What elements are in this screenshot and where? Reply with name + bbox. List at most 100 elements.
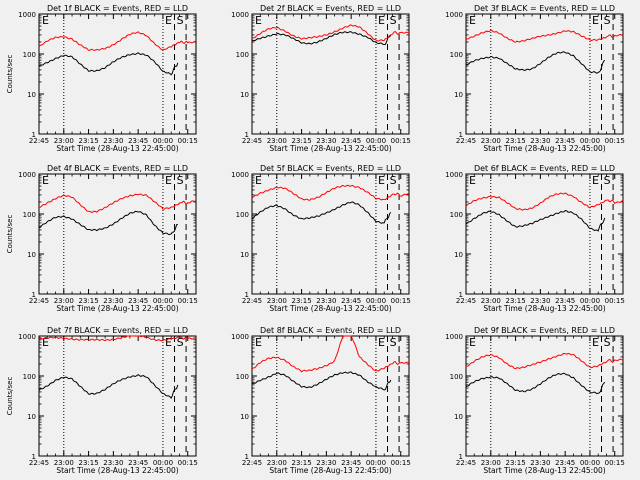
- chart-title: Det 5f BLACK = Events, RED = LLD: [260, 164, 401, 173]
- y-tick-label: 100: [236, 211, 249, 219]
- marker-label: E: [592, 14, 599, 27]
- marker-label: E: [469, 14, 476, 27]
- series-events: [251, 31, 392, 46]
- x-axis-label: Start Time (28-Aug-13 22:45:00): [483, 304, 605, 313]
- x-tick-label: 00:00: [153, 297, 173, 305]
- x-tick-label: 22:45: [29, 297, 49, 305]
- marker-label: E: [165, 174, 172, 187]
- x-axis-label: Start Time (28-Aug-13 22:45:00): [269, 144, 391, 153]
- marker-label: S: [604, 174, 611, 187]
- series-lld: [39, 193, 197, 213]
- x-tick-label: 23:15: [78, 297, 98, 305]
- series-lld: [465, 29, 624, 43]
- y-axis-label: Counts/sec: [6, 55, 14, 94]
- marker-label: S: [177, 336, 184, 349]
- x-axis-label: Start Time (28-Aug-13 22:45:00): [56, 144, 178, 153]
- series-events: [38, 373, 179, 399]
- x-tick-label: 23:15: [505, 459, 525, 467]
- x-tick-label: 23:30: [530, 459, 550, 467]
- y-tick-label: 1: [32, 453, 36, 461]
- x-tick-label: 00:15: [391, 297, 411, 305]
- plot-frame: [38, 13, 197, 135]
- x-tick-label: 23:45: [128, 459, 148, 467]
- series-lld: [465, 352, 624, 370]
- series-events: [38, 52, 179, 76]
- chart-title: Det 2f BLACK = Events, RED = LLD: [260, 4, 401, 13]
- series-events: [465, 210, 606, 232]
- x-tick-label: 23:15: [505, 137, 525, 145]
- marker-label: E: [378, 174, 385, 187]
- y-tick-label: 100: [450, 51, 463, 59]
- marker-label: E: [469, 336, 476, 349]
- y-tick-label: 100: [236, 373, 249, 381]
- series-events: [465, 372, 606, 395]
- y-tick-label: 10: [454, 91, 463, 99]
- marker-label: E: [165, 336, 172, 349]
- x-tick-label: 22:45: [29, 137, 49, 145]
- chart-panel-5: Det 5f BLACK = Events, RED = LLD 1 10 100 10…: [231, 164, 411, 313]
- marker-label: E: [255, 14, 262, 27]
- x-tick-label: 23:45: [555, 459, 575, 467]
- x-tick-label: 00:00: [580, 459, 600, 467]
- y-tick-label: 10: [240, 91, 249, 99]
- marker-label: E: [42, 14, 49, 27]
- marker-label: S: [390, 174, 397, 187]
- y-tick-label: 1000: [18, 171, 36, 179]
- y-tick-label: 10: [454, 251, 463, 259]
- x-tick-label: 23:15: [291, 459, 311, 467]
- chart-title: Det 1f BLACK = Events, RED = LLD: [47, 4, 188, 13]
- plot-frame: [251, 335, 410, 457]
- chart-title: Det 7f BLACK = Events, RED = LLD: [47, 326, 188, 335]
- y-tick-label: 10: [27, 413, 36, 421]
- x-tick-label: 23:15: [505, 297, 525, 305]
- series-lld: [465, 192, 624, 211]
- x-tick-label: 00:15: [605, 297, 625, 305]
- x-tick-label: 00:00: [366, 297, 386, 305]
- x-axis-label: Start Time (28-Aug-13 22:45:00): [56, 466, 178, 475]
- marker-label: E: [255, 336, 262, 349]
- marker-label: S: [177, 14, 184, 27]
- plot-frame: [465, 173, 624, 295]
- y-axis-label: Counts/sec: [6, 215, 14, 254]
- x-axis-label: Start Time (28-Aug-13 22:45:00): [269, 466, 391, 475]
- y-tick-label: 10: [27, 91, 36, 99]
- x-tick-label: 23:15: [78, 459, 98, 467]
- y-tick-label: 1: [32, 131, 36, 139]
- y-tick-label: 10: [240, 251, 249, 259]
- y-tick-label: 100: [23, 373, 36, 381]
- y-tick-label: 1: [245, 291, 249, 299]
- x-tick-label: 22:45: [242, 137, 262, 145]
- x-tick-label: 22:45: [242, 459, 262, 467]
- series-events: [466, 51, 606, 74]
- y-tick-label: 1000: [445, 171, 463, 179]
- x-tick-label: 23:45: [341, 459, 361, 467]
- x-tick-label: 23:45: [128, 137, 148, 145]
- x-tick-label: 23:00: [267, 459, 287, 467]
- x-tick-label: 23:00: [54, 297, 74, 305]
- y-tick-label: 100: [450, 373, 463, 381]
- x-tick-label: 00:15: [605, 459, 625, 467]
- x-tick-label: 23:30: [103, 137, 123, 145]
- x-tick-label: 00:15: [178, 459, 198, 467]
- y-tick-label: 1000: [445, 333, 463, 341]
- plot-frame: [38, 335, 197, 457]
- chart-title: Det 6f BLACK = Events, RED = LLD: [474, 164, 615, 173]
- marker-label: E: [592, 174, 599, 187]
- x-tick-label: 00:15: [391, 459, 411, 467]
- x-tick-label: 00:00: [366, 137, 386, 145]
- y-axis-label: Counts/sec: [6, 377, 14, 416]
- series-lld: [251, 184, 410, 201]
- x-tick-label: 22:45: [456, 137, 476, 145]
- x-tick-label: 23:30: [103, 297, 123, 305]
- x-tick-label: 00:15: [178, 137, 198, 145]
- marker-label: E: [255, 174, 262, 187]
- chart-panel-4: Det 4f BLACK = Events, RED = LLD 1 10 100 10…: [6, 164, 198, 313]
- x-tick-label: 23:45: [128, 297, 148, 305]
- y-tick-label: 1: [245, 131, 249, 139]
- chart-title: Det 4f BLACK = Events, RED = LLD: [47, 164, 188, 173]
- chart-title: Det 3f BLACK = Events, RED = LLD: [474, 4, 615, 13]
- x-tick-label: 23:30: [316, 137, 336, 145]
- x-axis-label: Start Time (28-Aug-13 22:45:00): [56, 304, 178, 313]
- marker-label: E: [378, 336, 385, 349]
